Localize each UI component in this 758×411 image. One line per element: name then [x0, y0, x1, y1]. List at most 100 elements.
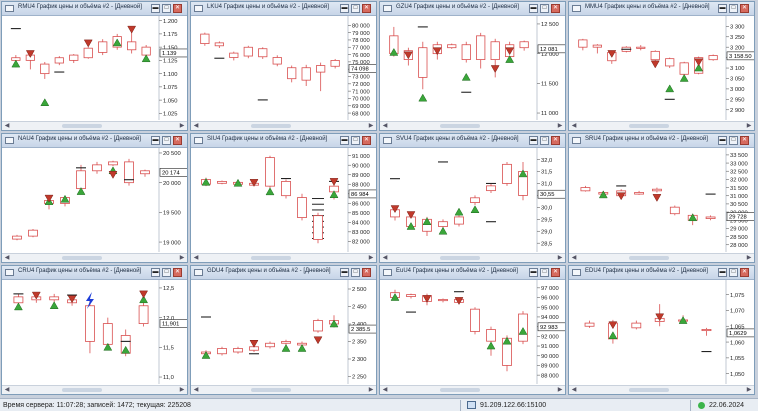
chart-window[interactable]: NAU4 График цены и объёма #2 - [Дневной]…	[1, 133, 188, 263]
candle-body[interactable]	[701, 329, 712, 332]
candle-body[interactable]	[636, 46, 646, 49]
buy-signal-marker[interactable]	[694, 63, 704, 72]
maximize-button[interactable]: □	[162, 268, 171, 277]
scroll-left-button[interactable]: ◀	[193, 387, 199, 393]
candle-body[interactable]	[13, 296, 24, 304]
candle-body[interactable]	[217, 180, 227, 184]
horizontal-scrollbar[interactable]: ◀ ▶	[2, 121, 187, 130]
candle-body[interactable]	[592, 44, 602, 48]
sell-signal-marker[interactable]	[650, 60, 660, 69]
scroll-thumb[interactable]	[251, 124, 291, 128]
scroll-left-button[interactable]: ◀	[571, 123, 577, 129]
scroll-right-button[interactable]: ▶	[179, 387, 185, 393]
scroll-left-button[interactable]: ◀	[4, 387, 10, 393]
candle-body[interactable]	[313, 215, 323, 240]
scroll-thumb[interactable]	[251, 256, 291, 260]
maximize-button[interactable]: □	[351, 268, 360, 277]
candle-body[interactable]	[708, 55, 718, 61]
chart-window[interactable]: CRU4 График цены и объёма #2 - [Дневной]…	[1, 265, 188, 395]
close-button[interactable]: ✕	[362, 136, 371, 145]
candle-body[interactable]	[634, 192, 644, 195]
minimize-button[interactable]: ▬	[340, 4, 349, 13]
candle-body[interactable]	[12, 235, 22, 240]
candle-body[interactable]	[138, 305, 149, 324]
candle-body[interactable]	[127, 41, 137, 51]
buy-signal-marker[interactable]	[329, 190, 339, 198]
sell-signal-marker[interactable]	[329, 178, 339, 186]
scroll-right-button[interactable]: ▶	[746, 387, 752, 393]
buy-signal-marker[interactable]	[201, 177, 211, 186]
buy-signal-marker[interactable]	[406, 221, 416, 230]
candle-body[interactable]	[650, 50, 660, 61]
candle-body[interactable]	[330, 60, 340, 67]
candle-body[interactable]	[454, 216, 464, 225]
buy-signal-marker[interactable]	[598, 190, 608, 199]
buy-signal-marker[interactable]	[103, 342, 113, 351]
buy-signal-marker[interactable]	[665, 84, 675, 93]
scroll-thumb[interactable]	[62, 124, 102, 128]
scroll-thumb[interactable]	[440, 256, 480, 260]
candle-body[interactable]	[281, 180, 291, 197]
buy-signal-marker[interactable]	[678, 316, 688, 324]
sell-signal-marker[interactable]	[608, 321, 618, 330]
horizontal-scrollbar[interactable]: ◀ ▶	[380, 121, 565, 130]
sell-signal-marker[interactable]	[454, 297, 464, 305]
chart-window[interactable]: RMU4 График цены и объёма #2 - [Дневной]…	[1, 1, 188, 131]
sell-signal-marker[interactable]	[108, 171, 118, 179]
sell-signal-marker[interactable]	[616, 192, 626, 201]
scroll-right-button[interactable]: ▶	[746, 123, 752, 129]
candle-body[interactable]	[461, 44, 471, 60]
horizontal-scrollbar[interactable]: ◀ ▶	[569, 253, 754, 262]
candle-body[interactable]	[486, 329, 496, 342]
scroll-right-button[interactable]: ▶	[557, 123, 563, 129]
minimize-button[interactable]: ▬	[151, 268, 160, 277]
scroll-thumb[interactable]	[440, 124, 480, 128]
minimize-button[interactable]: ▬	[718, 268, 727, 277]
buy-signal-marker[interactable]	[49, 301, 59, 310]
buy-signal-marker[interactable]	[281, 343, 291, 352]
candle-body[interactable]	[438, 299, 448, 302]
price-chart[interactable]: 33 500 33 000 32 500 32 000 31 500 31 000 30 5…	[569, 148, 755, 252]
sell-signal-marker[interactable]	[313, 336, 323, 345]
scroll-thumb[interactable]	[629, 124, 669, 128]
sell-signal-marker[interactable]	[25, 50, 35, 58]
candle-body[interactable]	[217, 348, 227, 355]
sell-signal-marker[interactable]	[490, 65, 500, 73]
sell-signal-marker[interactable]	[694, 58, 704, 67]
close-button[interactable]: ✕	[551, 268, 560, 277]
close-button[interactable]: ✕	[551, 4, 560, 13]
sell-signal-marker[interactable]	[249, 340, 259, 348]
buy-signal-marker[interactable]	[121, 345, 131, 354]
scroll-left-button[interactable]: ◀	[193, 123, 199, 129]
minimize-button[interactable]: ▬	[718, 4, 727, 13]
buy-signal-marker[interactable]	[390, 293, 400, 301]
buy-signal-marker[interactable]	[461, 72, 471, 81]
buy-signal-marker[interactable]	[505, 55, 515, 63]
maximize-button[interactable]: □	[162, 4, 171, 13]
close-button[interactable]: ✕	[740, 136, 749, 145]
window-titlebar[interactable]: EuU4 График цены и объёма #2 - [Дневной]…	[380, 266, 565, 280]
sell-signal-marker[interactable]	[505, 47, 515, 56]
sell-signal-marker[interactable]	[432, 47, 442, 56]
horizontal-scrollbar[interactable]: ◀ ▶	[380, 385, 565, 394]
buy-signal-marker[interactable]	[329, 319, 339, 328]
chart-window[interactable]: EDU4 График цены и объёма #2 - [Дневной]…	[568, 265, 755, 395]
horizontal-scrollbar[interactable]: ◀ ▶	[2, 385, 187, 394]
horizontal-scrollbar[interactable]: ◀ ▶	[380, 253, 565, 262]
scroll-thumb[interactable]	[629, 256, 669, 260]
candle-body[interactable]	[40, 63, 50, 75]
buy-signal-marker[interactable]	[608, 331, 618, 339]
window-titlebar[interactable]: NAU4 График цены и объёма #2 - [Дневной]…	[2, 134, 187, 148]
candle-body[interactable]	[313, 320, 323, 332]
buy-signal-marker[interactable]	[265, 187, 275, 196]
minimize-button[interactable]: ▬	[151, 136, 160, 145]
candle-body[interactable]	[214, 42, 224, 47]
maximize-button[interactable]: □	[351, 136, 360, 145]
buy-signal-marker[interactable]	[518, 326, 528, 335]
candle-body[interactable]	[102, 323, 113, 345]
scroll-right-button[interactable]: ▶	[557, 387, 563, 393]
candle-body[interactable]	[447, 44, 457, 49]
window-titlebar[interactable]: MMU4 График цены и объёма #2 - [Дневной]…	[569, 2, 754, 16]
candle-body[interactable]	[297, 197, 307, 218]
scroll-thumb[interactable]	[629, 388, 669, 392]
